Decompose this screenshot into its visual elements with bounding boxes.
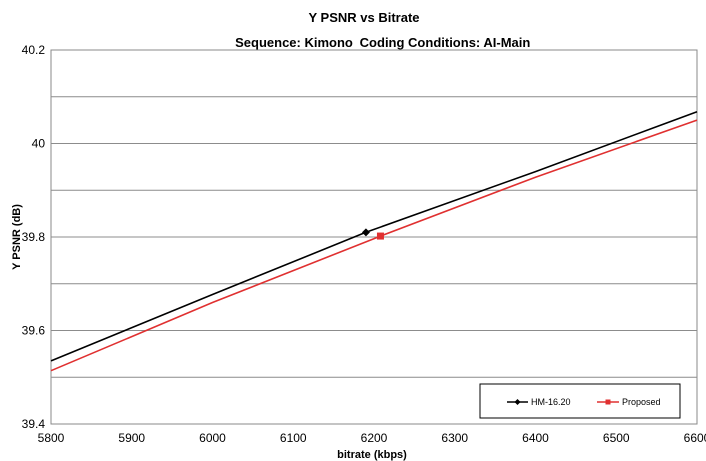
x-tick-label: 5800 <box>38 431 65 445</box>
y-tick-label: 40.2 <box>22 43 46 57</box>
grid-lines <box>51 96 697 378</box>
x-tick-label: 6200 <box>361 431 388 445</box>
x-tick-label: 6400 <box>522 431 549 445</box>
x-tick-labels: 5800 5900 6000 6100 6200 6300 6400 6500 6600 <box>38 431 706 445</box>
y-axis-label: Y PSNR (dB) <box>11 204 23 270</box>
chart-title: Y PSNR vs Bitrate <box>308 10 419 25</box>
chart-subtitle-sequence: Sequence: Kimono <box>235 35 353 50</box>
y-tick-label: 39.4 <box>22 417 46 431</box>
legend-box <box>479 383 681 419</box>
legend-marker-proposed <box>605 399 611 405</box>
x-axis-label: bitrate (kbps) <box>337 449 407 461</box>
series-marker-1 <box>376 232 384 240</box>
chart-subtitle-conditions: Coding Conditions: AI-Main <box>360 35 531 50</box>
x-tick-label: 6100 <box>280 431 307 445</box>
x-tick-label: 6500 <box>603 431 630 445</box>
series-layer <box>50 110 698 372</box>
x-tick-label: 6000 <box>199 431 226 445</box>
y-tick-labels: 39.4 39.6 39.8 40 40.2 <box>22 43 46 431</box>
legend-label-hm: HM-16.20 <box>531 397 571 407</box>
y-tick-label: 39.8 <box>22 230 46 244</box>
series-marker-0 <box>361 228 370 237</box>
legend: HM-16.20 Proposed <box>479 383 681 419</box>
y-tick-label: 40 <box>32 137 46 151</box>
x-tick-label: 5900 <box>118 431 145 445</box>
x-tick-label: 6600 <box>684 431 706 445</box>
x-tick-label: 6300 <box>441 431 468 445</box>
legend-marker-hm <box>514 399 521 405</box>
y-tick-label: 39.6 <box>22 324 46 338</box>
legend-label-proposed: Proposed <box>622 397 661 407</box>
